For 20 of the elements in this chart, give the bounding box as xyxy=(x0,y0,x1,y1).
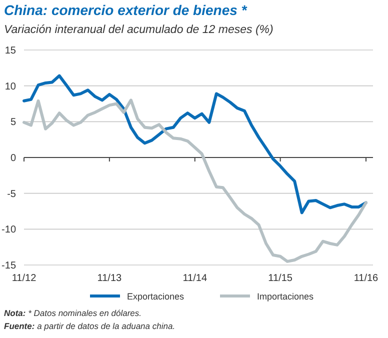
y-tick-label: -5 xyxy=(7,188,16,200)
line-series xyxy=(22,74,368,214)
y-tick-label: 15 xyxy=(4,46,16,56)
x-tick-label: 11/15 xyxy=(268,273,293,284)
legend-label: Importaciones xyxy=(257,292,314,302)
x-tick-label: 11/13 xyxy=(97,273,122,284)
line-series xyxy=(22,98,368,263)
x-tick-label: 11/16 xyxy=(354,273,379,284)
x-tick-label: 11/12 xyxy=(12,273,37,284)
text: Nota: * Datos nominales en dólares. xyxy=(4,308,142,318)
y-tick-label: -15 xyxy=(2,260,16,272)
x-tick-label: 11/14 xyxy=(182,273,208,284)
y-tick-label: 0 xyxy=(10,153,16,164)
y-tick-label: 10 xyxy=(4,81,16,92)
source-note: Fuente: a partir de datos de la aduana china. xyxy=(4,321,176,331)
y-tick-label: 5 xyxy=(10,117,16,128)
y-tick-label: -10 xyxy=(2,224,16,236)
chart-subtitle: Variación interanual del acumulado de 12 meses (%) xyxy=(4,24,274,36)
legend-label: Exportaciones xyxy=(127,292,185,302)
chart-title: China: comercio exterior de bienes * xyxy=(4,2,248,18)
